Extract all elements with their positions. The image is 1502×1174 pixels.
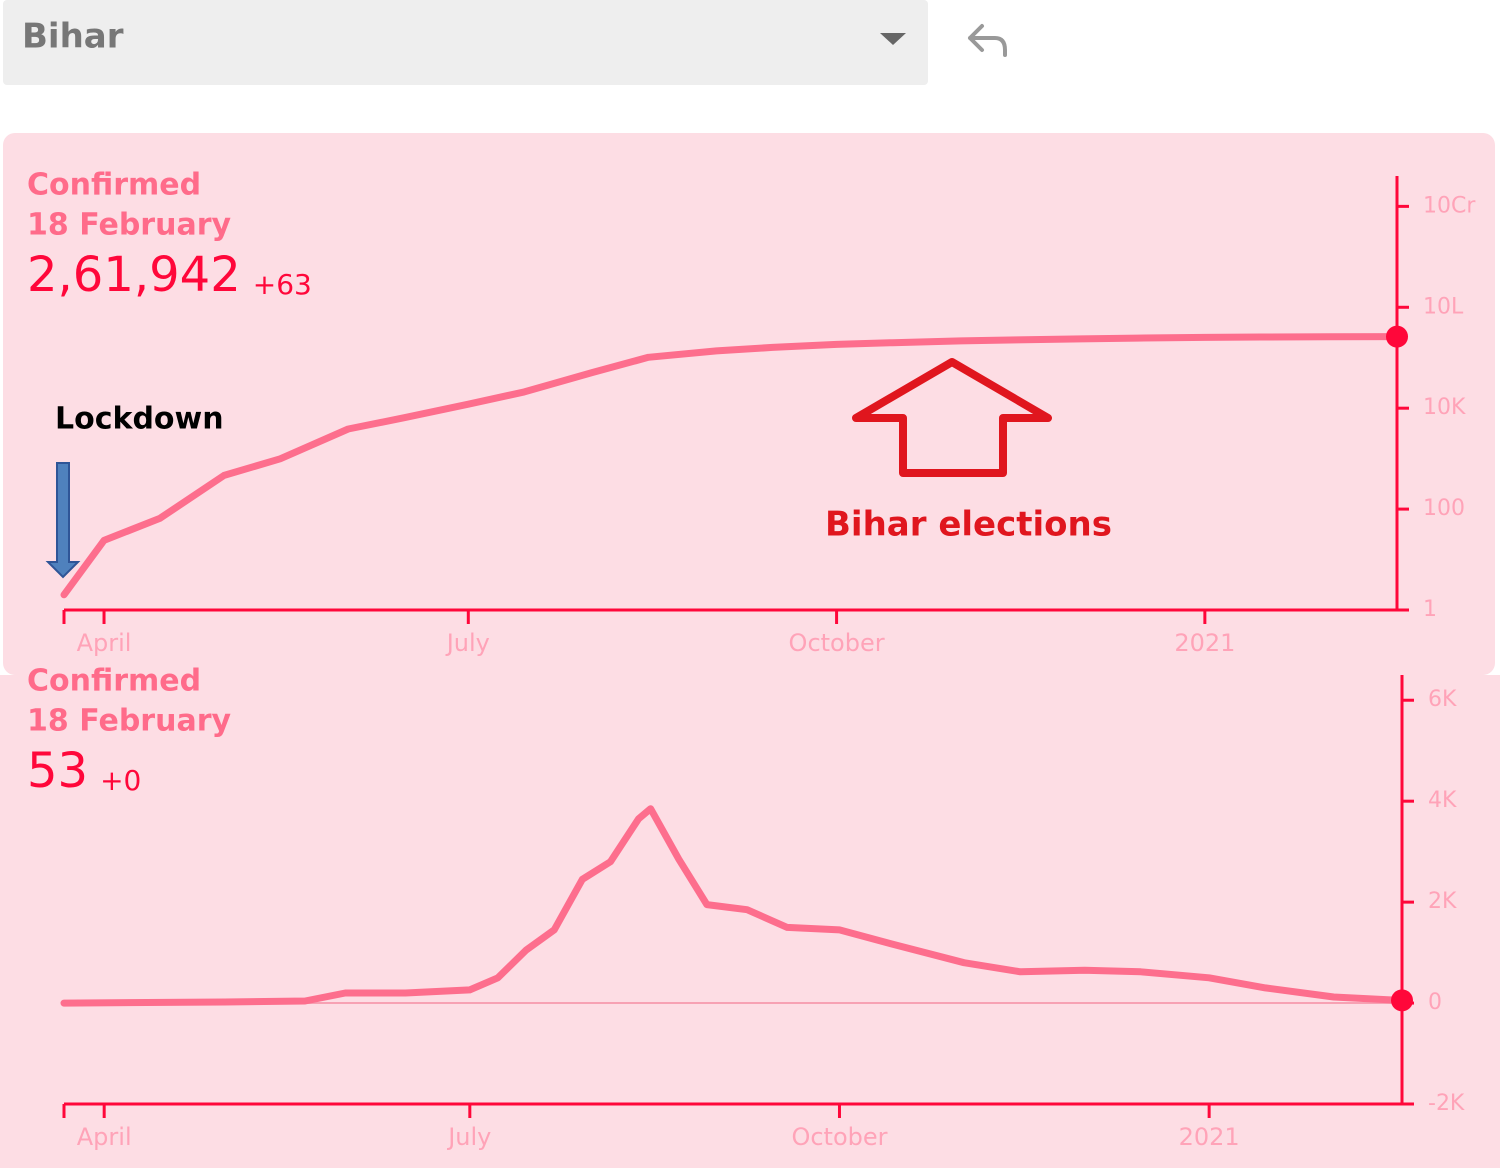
dropdown-value: Bihar bbox=[22, 17, 124, 57]
end-point bbox=[1391, 989, 1413, 1012]
y-tick-label: -2K bbox=[1428, 1091, 1465, 1116]
annotation: Bihar elections bbox=[825, 505, 1112, 545]
x-tick-label: July bbox=[446, 1123, 491, 1151]
metric-date: 18 February bbox=[27, 208, 231, 243]
y-tick-label: 4K bbox=[1428, 788, 1457, 813]
y-tick-label: 100 bbox=[1423, 496, 1465, 521]
metric-value: 2,61,942 bbox=[27, 247, 241, 303]
x-tick-label: 2021 bbox=[1174, 629, 1235, 657]
y-tick-label: 2K bbox=[1428, 889, 1457, 914]
data-line bbox=[60, 333, 1401, 599]
lockdown-arrow bbox=[45, 462, 81, 579]
elections-arrow bbox=[852, 358, 1052, 477]
x-tick-label: April bbox=[77, 1123, 132, 1151]
chart-panel bbox=[0, 675, 1500, 1168]
x-tick-label: October bbox=[789, 629, 885, 657]
x-tick-label: 2021 bbox=[1179, 1123, 1240, 1151]
y-tick-label: 1 bbox=[1423, 597, 1437, 622]
dropdown-caret bbox=[880, 33, 906, 45]
end-point bbox=[1386, 325, 1408, 348]
y-tick-label: 10K bbox=[1423, 395, 1466, 420]
data-line bbox=[60, 805, 1406, 1007]
x-tick-label: April bbox=[77, 629, 132, 657]
metric-delta: +0 bbox=[100, 764, 141, 797]
y-tick-label: 6K bbox=[1428, 687, 1457, 712]
metric-date: 18 February bbox=[27, 704, 231, 739]
back-button[interactable] bbox=[968, 24, 1007, 57]
x-tick-label: July bbox=[445, 629, 490, 657]
state-dropdown[interactable] bbox=[3, 0, 928, 85]
metric-value: 53 bbox=[27, 743, 88, 799]
y-tick-label: 0 bbox=[1428, 990, 1442, 1015]
chart-panel bbox=[3, 133, 1495, 675]
annotation: Lockdown bbox=[55, 402, 224, 437]
y-tick-label: 10L bbox=[1423, 294, 1464, 319]
y-tick-label: 10Cr bbox=[1423, 193, 1476, 218]
charts: Confirmed 18 February 2,61,942 +63 1 100 10K 10… bbox=[27, 168, 1476, 1152]
metric-delta: +63 bbox=[253, 268, 312, 301]
x-tick-label: October bbox=[791, 1123, 887, 1151]
metric-title: Confirmed bbox=[27, 664, 201, 699]
metric-title: Confirmed bbox=[27, 168, 201, 203]
